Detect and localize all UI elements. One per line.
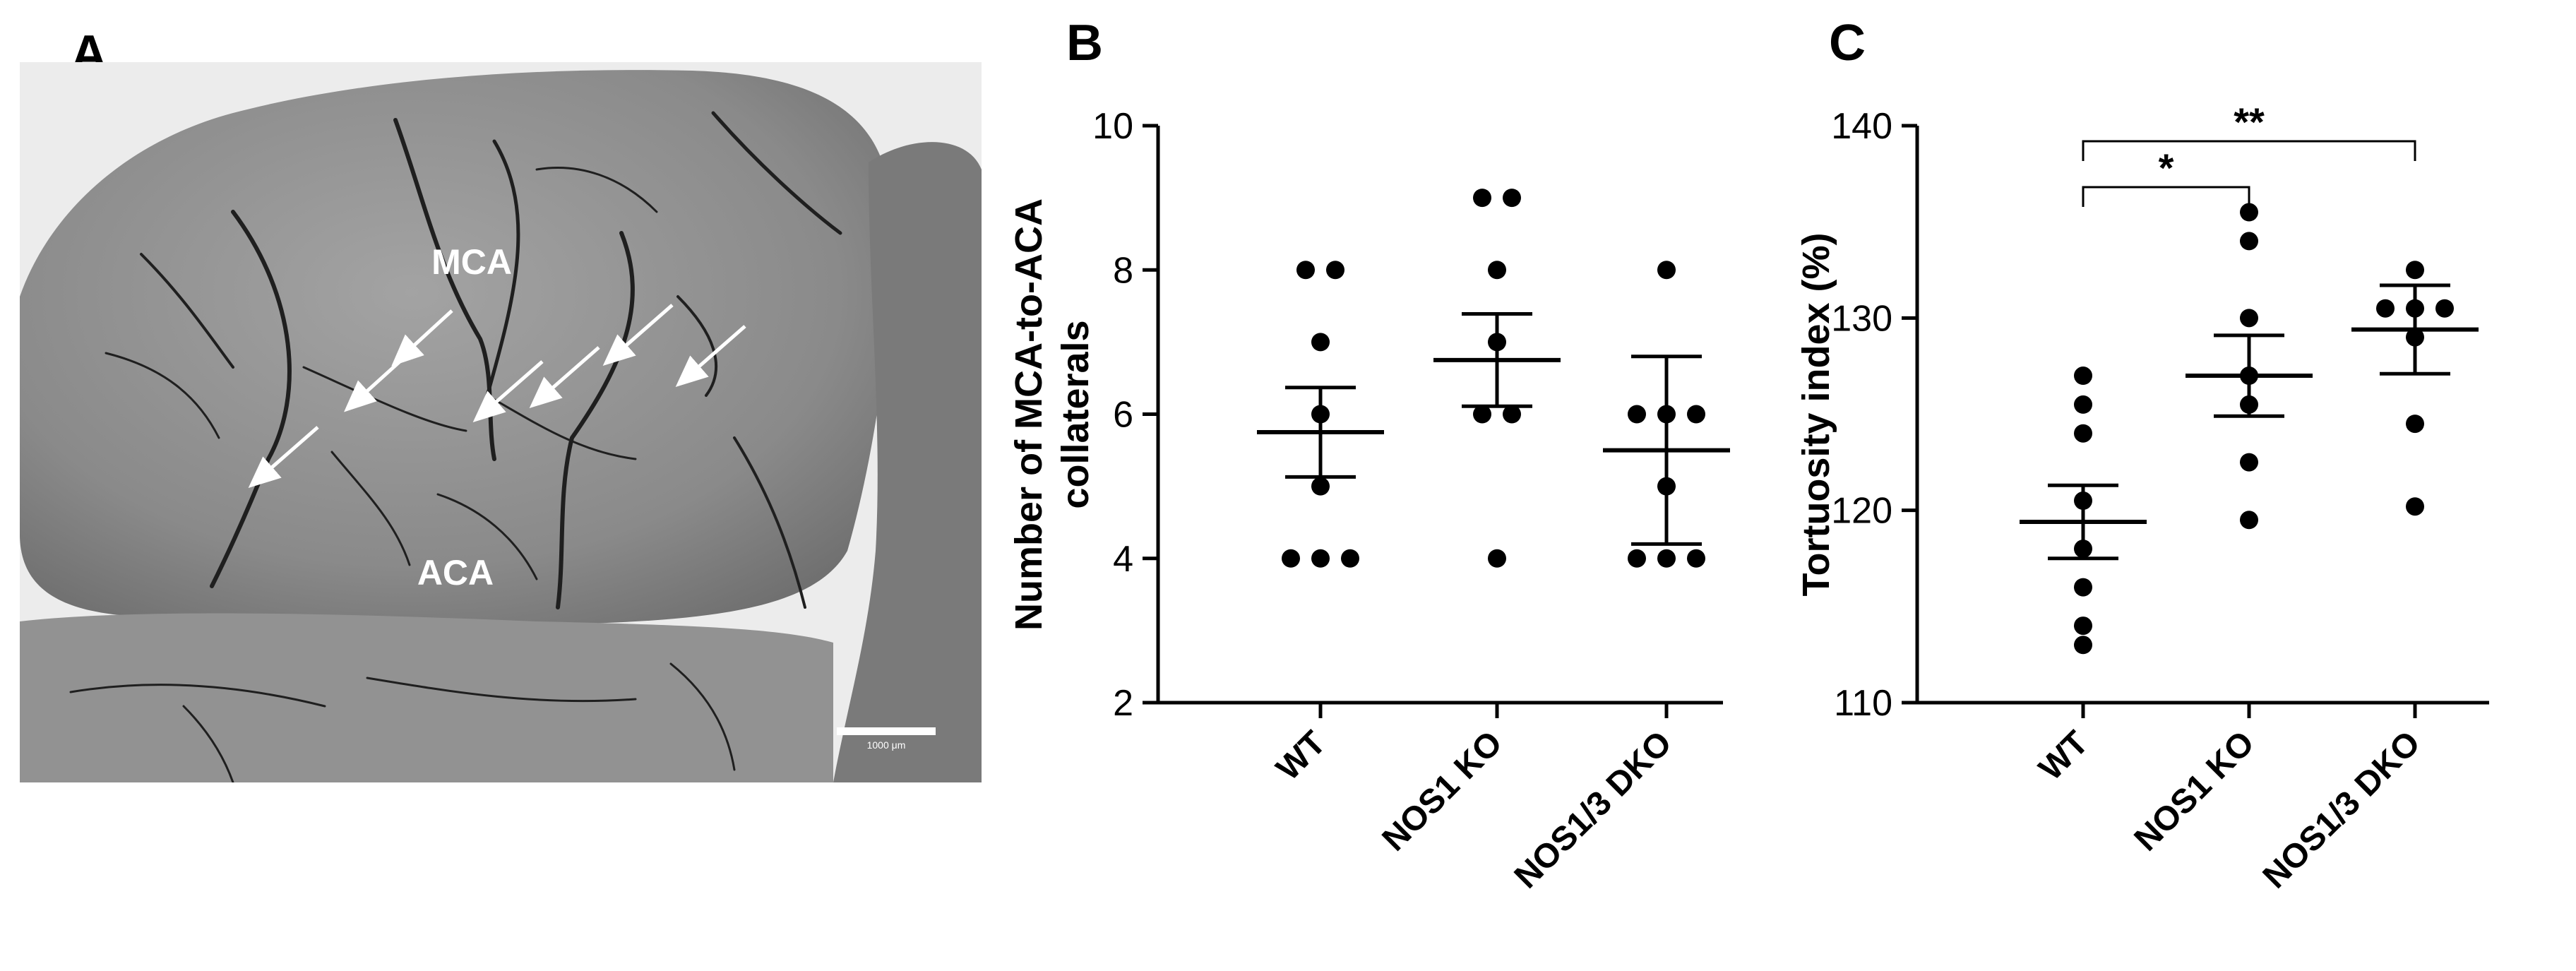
data-point (1488, 549, 1506, 568)
data-point (1657, 549, 1676, 568)
panel-label-b: B (1066, 15, 1103, 71)
data-point (2240, 511, 2258, 530)
data-point (1687, 405, 1705, 424)
significance-bracket (2082, 186, 2250, 207)
data-point (1503, 405, 1521, 424)
collateral-arrow-5 (602, 304, 674, 367)
data-point (1311, 549, 1330, 568)
collateral-arrow-6 (675, 325, 746, 388)
panel-label-c: C (1829, 15, 1866, 71)
y-tick-label: 6 (1113, 395, 1133, 436)
data-point (2240, 309, 2258, 328)
collateral-arrow-3 (472, 360, 544, 423)
data-point (2074, 616, 2092, 636)
data-point (2406, 415, 2424, 434)
collateral-arrow-1 (248, 426, 319, 489)
y-tick-label: 140 (1831, 106, 1892, 147)
data-point (2406, 497, 2424, 516)
x-tick-label: NOS1 KO (2128, 724, 2262, 858)
significance-label: * (2159, 145, 2174, 190)
significance-label: ** (2234, 100, 2265, 144)
data-point (2074, 636, 2092, 655)
data-point (2435, 299, 2454, 318)
x-tick-label: NOS1 KO (1376, 724, 1510, 858)
aca-label: ACA (417, 553, 494, 592)
data-point (2240, 453, 2258, 472)
x-tick-label: NOS1/3 DKO (1508, 724, 1679, 895)
vessel-network (69, 111, 842, 782)
y-tick-label: 4 (1113, 539, 1133, 580)
y-axis-label: Number of MCA-to-ACA collaterals (1008, 198, 1097, 631)
y-tick-label: 8 (1113, 250, 1133, 291)
data-point (1628, 405, 1646, 424)
olfactory-region (20, 613, 833, 782)
scale-bar-label: 1000 μm (867, 739, 906, 751)
data-point (1326, 261, 1344, 280)
data-point (2074, 395, 2092, 414)
data-point (1282, 549, 1300, 568)
y-tick-label: 110 (1834, 683, 1892, 724)
cerebellum (833, 142, 982, 782)
micrograph: MCA ACA 1000 μm (20, 62, 982, 782)
x-tick-label: WT (2032, 724, 2096, 787)
collateral-arrows (248, 304, 746, 489)
mca-label: MCA (431, 242, 512, 282)
data-point (2074, 578, 2092, 597)
data-point (2074, 424, 2092, 443)
cerebral-hemisphere (20, 70, 891, 626)
data-point (1311, 333, 1330, 352)
data-point (1473, 189, 1491, 208)
data-point (1341, 549, 1359, 568)
data-point (2376, 299, 2395, 318)
data-point (1628, 549, 1646, 568)
y-axis-label: Tortuosity index (%) (1795, 232, 1837, 596)
x-tick-label: WT (1270, 724, 1333, 787)
data-point (1503, 189, 1521, 208)
data-point (1296, 261, 1315, 280)
data-point (1488, 261, 1506, 280)
y-tick-label: 120 (1831, 491, 1892, 532)
collateral-arrow-7 (391, 309, 453, 367)
data-point (2074, 367, 2092, 386)
data-point (1687, 549, 1705, 568)
y-tick-label: 10 (1092, 106, 1133, 147)
x-tick-label: NOS1/3 DKO (2256, 724, 2428, 895)
data-point (1657, 261, 1676, 280)
y-tick-label: 2 (1113, 683, 1133, 724)
y-tick-label: 130 (1831, 298, 1892, 339)
data-point (2406, 261, 2424, 280)
collateral-arrow-4 (529, 346, 600, 409)
data-point (1311, 477, 1330, 496)
data-point (1473, 405, 1491, 424)
data-point (2240, 203, 2258, 222)
scale-bar (837, 727, 936, 735)
data-point (2240, 232, 2258, 251)
significance-bracket (2082, 140, 2416, 161)
